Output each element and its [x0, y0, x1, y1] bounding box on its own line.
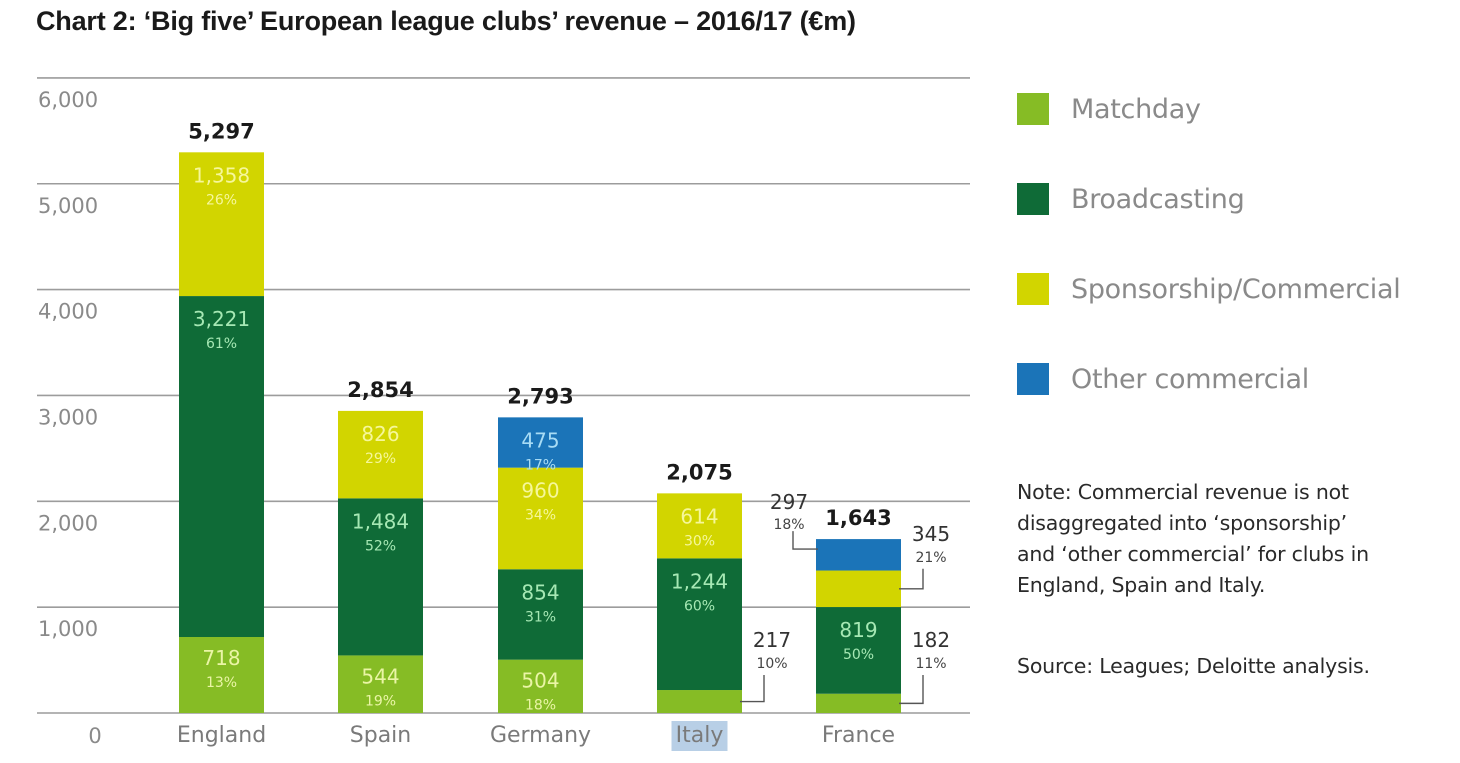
segment-value-label: 504: [521, 669, 559, 693]
segment-value-label: 1,244: [671, 569, 728, 593]
bars: 718 13% 3,221 61% 1,358 26% 5,297 544 19% 1,484 52…: [179, 119, 950, 714]
x-axis: England Spain Germany Italy France: [177, 721, 895, 751]
x-tick-label: Germany: [490, 723, 591, 748]
bar-total-label: 2,854: [347, 378, 413, 402]
legend-swatch-matchday: [1017, 93, 1049, 125]
callout-leader-line: [899, 675, 924, 705]
y-tick-label: 1,000: [38, 617, 98, 641]
chart-note: Note: Commercial revenue is not disaggre…: [1017, 477, 1457, 601]
bar-segment-broadcasting: [498, 569, 583, 660]
legend-swatch-broadcasting: [1017, 183, 1049, 215]
note-line: England, Spain and Italy.: [1017, 573, 1266, 597]
segment-percent-label: 18%: [525, 698, 556, 714]
legend-label: Broadcasting: [1071, 183, 1245, 215]
bar-segment-sponsorship-commercial: [498, 467, 583, 570]
x-tick-label: England: [177, 723, 266, 748]
segment-value-label: 819: [839, 618, 877, 642]
chart-source: Source: Leagues; Deloitte analysis.: [1017, 654, 1370, 678]
segment-value-label: 3,221: [193, 307, 250, 331]
segment-value-label: 960: [521, 479, 559, 503]
y-tick-label: 5,000: [38, 194, 98, 218]
callout-leader-line: [740, 675, 765, 703]
segment-value-label: 718: [202, 646, 240, 670]
bar-segment-broadcasting: [816, 607, 901, 694]
bar-total-label: 2,793: [507, 384, 573, 408]
bar-total-label: 5,297: [188, 119, 254, 143]
segment-value-label: 614: [680, 504, 718, 528]
chart-title: Chart 2: ‘Big five’ European league club…: [36, 6, 856, 36]
callout-percent-label: 21%: [915, 550, 946, 566]
note-line: Note: Commercial revenue is not: [1017, 480, 1349, 504]
bar-segment-matchday: [338, 655, 423, 713]
note-line: and ‘other commercial’ for clubs in: [1017, 542, 1369, 566]
bar-segment-other-commercial: [816, 539, 901, 571]
legend: Matchday Broadcasting Sponsorship/Commer…: [1017, 90, 1401, 424]
segment-percent-label: 31%: [525, 609, 556, 625]
bar-segment-sponsorship-commercial: [816, 570, 901, 608]
x-tick-label: Italy: [676, 723, 724, 748]
segment-percent-label: 61%: [206, 336, 237, 352]
y-tick-label: 0: [88, 724, 101, 748]
callout-value-label: 297: [770, 490, 808, 514]
bar-segment-matchday: [179, 636, 264, 713]
callout-value-label: 182: [912, 628, 950, 652]
bar-segment-broadcasting: [338, 498, 423, 656]
bar-segment-sponsorship-commercial: [338, 410, 423, 499]
segment-value-label: 475: [521, 428, 559, 452]
legend-item-other-commercial: Other commercial: [1017, 334, 1400, 424]
x-tick-label: France: [822, 723, 895, 748]
segment-value-label: 854: [521, 580, 559, 604]
y-tick-label: 3,000: [38, 405, 98, 429]
segment-percent-label: 50%: [843, 647, 874, 663]
x-tick-label: Spain: [350, 723, 411, 748]
segment-percent-label: 34%: [525, 508, 556, 524]
bar-segment-broadcasting: [179, 296, 264, 637]
callout-percent-label: 18%: [773, 517, 804, 533]
legend-label: Sponsorship/Commercial: [1071, 273, 1401, 305]
callout-value-label: 217: [753, 628, 791, 652]
bar-segment-matchday: [816, 693, 901, 713]
callout-leader-line: [792, 531, 818, 550]
y-axis: 0 1,000 2,000 3,000 4,000 5,000 6,000: [38, 88, 102, 748]
bar-segment-matchday: [657, 690, 742, 713]
segment-value-label: 1,358: [193, 163, 250, 187]
bar-total-label: 1,643: [825, 506, 891, 530]
segment-percent-label: 29%: [365, 451, 396, 467]
callout-value-label: 345: [912, 522, 950, 546]
segment-value-label: 544: [361, 664, 399, 688]
bar-segment-sponsorship-commercial: [179, 152, 264, 297]
bar-total-label: 2,075: [666, 460, 732, 484]
legend-item-broadcasting: Broadcasting: [1017, 154, 1400, 244]
segment-percent-label: 60%: [684, 598, 715, 614]
segment-value-label: 1,484: [352, 509, 409, 533]
bar-segment-matchday: [498, 659, 583, 713]
y-tick-label: 6,000: [38, 88, 98, 112]
callout-percent-label: 10%: [756, 656, 787, 672]
bar-segment-broadcasting: [657, 558, 742, 691]
bar-segment-sponsorship-commercial: [657, 493, 742, 559]
segment-value-label: 826: [361, 422, 399, 446]
legend-swatch-sponsorship: [1017, 273, 1049, 305]
segment-percent-label: 17%: [525, 457, 556, 473]
bar-segment-other-commercial: [498, 417, 583, 468]
y-tick-label: 4,000: [38, 300, 98, 324]
stacked-bar-chart: 0 1,000 2,000 3,000 4,000 5,000 6,000 718 13% 3,…: [37, 77, 970, 751]
legend-label: Other commercial: [1071, 363, 1309, 395]
legend-item-matchday: Matchday: [1017, 64, 1400, 154]
segment-percent-label: 52%: [365, 538, 396, 554]
segment-percent-label: 26%: [206, 192, 237, 208]
legend-swatch-other-commercial: [1017, 363, 1049, 395]
segment-percent-label: 19%: [365, 693, 396, 709]
legend-label: Matchday: [1071, 93, 1201, 125]
callout-percent-label: 11%: [915, 656, 946, 672]
y-tick-label: 2,000: [38, 511, 98, 535]
legend-item-sponsorship: Sponsorship/Commercial: [1017, 244, 1401, 334]
selection-highlight: [671, 721, 728, 751]
callout-leader-line: [899, 568, 924, 590]
segment-percent-label: 30%: [684, 533, 715, 549]
note-line: disaggregated into ‘sponsorship’: [1017, 511, 1347, 535]
segment-percent-label: 13%: [206, 675, 237, 691]
